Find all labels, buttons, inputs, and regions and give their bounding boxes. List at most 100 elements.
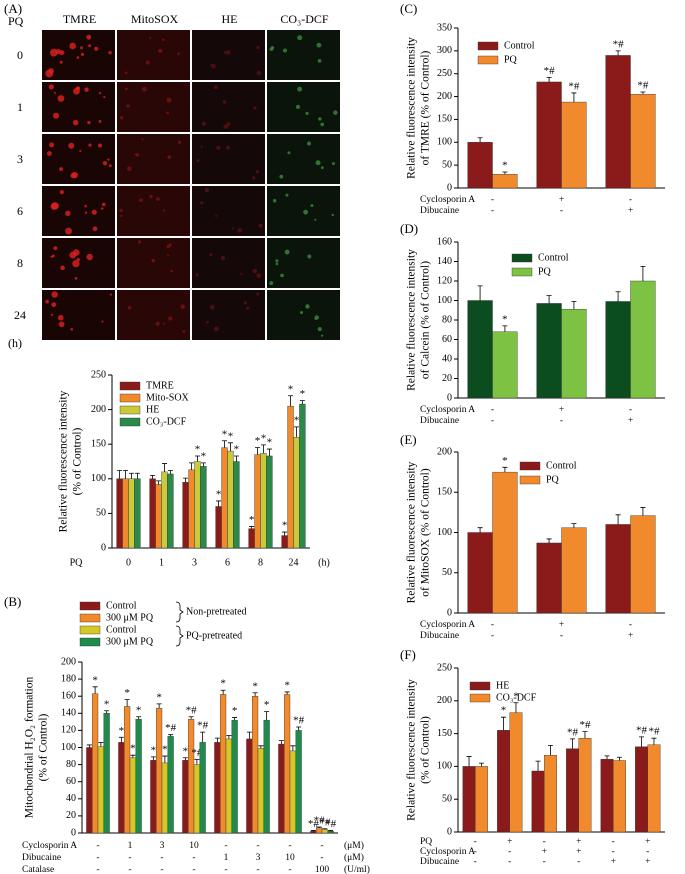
cell-dot	[177, 140, 182, 145]
condition-value: -	[320, 841, 323, 851]
error-bar	[150, 474, 156, 479]
cell-dot	[256, 70, 262, 76]
cell-dot	[72, 119, 79, 126]
cell-dot	[53, 91, 56, 94]
condition-value: -	[543, 837, 546, 847]
error-bar	[502, 466, 508, 473]
condition-value: -	[96, 865, 99, 874]
error-bar	[477, 137, 483, 143]
cell-dot	[256, 292, 260, 296]
cell-dot	[220, 255, 226, 261]
y-axis-label: (% of Control)	[72, 427, 84, 495]
bar	[182, 760, 189, 834]
condition-value: +	[628, 416, 633, 426]
condition-value: -	[160, 865, 163, 874]
legend-label: PQ	[546, 474, 560, 485]
cell-dot	[87, 120, 91, 125]
error-bar	[322, 828, 328, 830]
cell-dot	[284, 249, 290, 255]
cell-dot	[119, 116, 124, 120]
bar	[86, 747, 93, 834]
cell-dot	[139, 198, 143, 202]
significance-mark: *	[162, 744, 168, 756]
bar	[310, 831, 317, 834]
y-tick-label: 0	[447, 182, 452, 193]
error-bar	[546, 538, 552, 543]
condition-value: +	[576, 837, 581, 847]
error-bar	[615, 50, 621, 56]
bar	[536, 303, 562, 399]
legend-label: HE	[496, 680, 509, 691]
cell-dot	[65, 227, 72, 235]
row-header: PQ	[8, 14, 24, 28]
error-bar	[477, 285, 483, 301]
legend-label: PQ	[538, 266, 552, 277]
bar	[263, 719, 270, 834]
cell-dot	[79, 150, 82, 153]
bar	[220, 694, 227, 834]
significance-mark: *	[267, 437, 273, 449]
error-bar	[258, 745, 264, 749]
condition-value: -	[629, 405, 632, 415]
cell-dot	[332, 162, 336, 166]
legend-label: CO₃-DCF	[146, 416, 187, 427]
cell-dot	[119, 208, 123, 213]
error-bar	[266, 448, 272, 456]
cell-dot	[52, 112, 60, 119]
error-bar	[156, 480, 162, 485]
bar	[467, 142, 493, 189]
condition-value: 10	[189, 841, 199, 851]
significance-mark: *	[284, 679, 290, 691]
cell-dot	[53, 246, 58, 251]
cell-dot	[204, 187, 210, 193]
bar	[252, 696, 259, 834]
cell-dot	[126, 166, 132, 171]
condition-value: -	[474, 857, 477, 867]
cell-dot	[166, 97, 172, 103]
y-tick-label: 140	[61, 708, 76, 719]
cell-dot	[226, 145, 230, 150]
cell-dot	[200, 145, 203, 149]
error-bar	[640, 507, 646, 516]
legend-swatch	[511, 267, 533, 277]
significance-mark: *#	[165, 722, 177, 734]
condition-name: PQ	[420, 837, 432, 847]
error-bar	[200, 462, 206, 467]
cell-dot	[46, 151, 52, 156]
condition-value: +	[507, 837, 512, 847]
cell-dot	[225, 50, 231, 55]
condition-unit: (U/ml)	[344, 864, 370, 874]
y-tick-label: 50	[96, 508, 106, 519]
cell-dot	[303, 209, 309, 215]
legend-swatch	[469, 693, 491, 703]
bar	[254, 454, 261, 549]
y-tick-label: 60	[442, 334, 452, 345]
significance-mark: *#	[613, 38, 625, 50]
bar	[150, 760, 157, 834]
cell-dot	[280, 273, 284, 278]
legend-swatch	[79, 625, 101, 635]
bar	[194, 461, 201, 549]
condition-value: -	[543, 857, 546, 867]
significance-mark: *#	[308, 818, 320, 830]
significance-mark: *#	[637, 80, 649, 92]
micrograph	[267, 82, 340, 132]
legend-swatch	[119, 417, 141, 427]
cell-dot	[158, 48, 163, 54]
row-label: 8	[17, 256, 23, 270]
cell-dot	[256, 45, 260, 50]
error-bar	[128, 472, 134, 479]
condition-value: -	[491, 206, 494, 216]
cell-dot	[162, 38, 165, 42]
cell-dot	[196, 159, 200, 162]
error-bar	[571, 523, 577, 528]
y-tick-label: 100	[61, 742, 76, 753]
bar	[492, 174, 518, 189]
cell-dot	[237, 228, 242, 233]
error-bar	[226, 735, 232, 739]
legend-label: Control	[546, 460, 577, 471]
error-bar	[535, 760, 541, 771]
bar	[605, 301, 631, 399]
y-tick-label: 200	[61, 656, 76, 667]
y-tick-label: 0	[447, 826, 452, 837]
